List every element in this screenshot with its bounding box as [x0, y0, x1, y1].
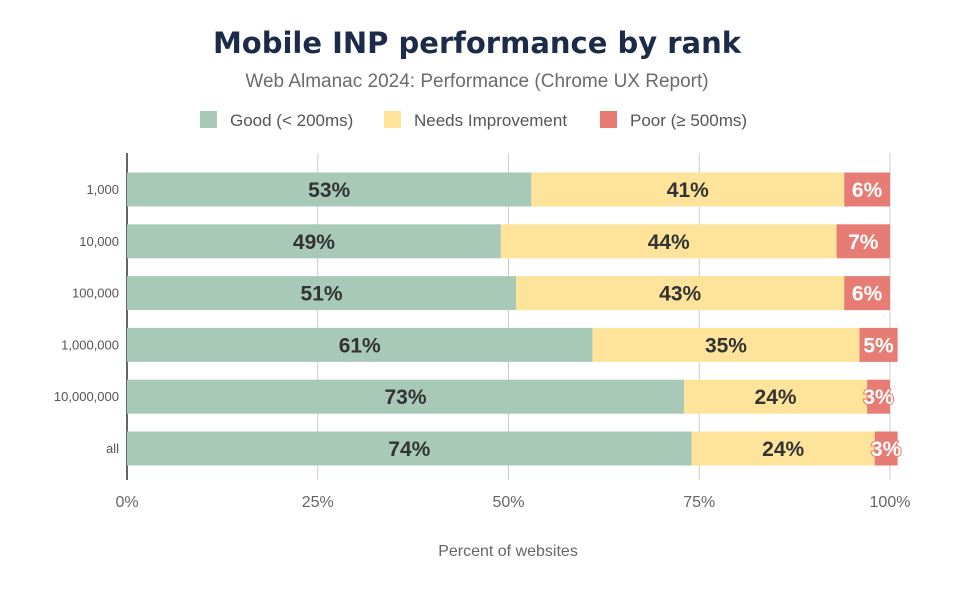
bar-1-0 [127, 224, 501, 259]
legend-label-2: Poor (≥ 500ms) [630, 111, 747, 130]
chart-subtitle: Web Almanac 2024: Performance (Chrome UX… [245, 71, 708, 92]
x-tick-3: 75% [683, 494, 715, 511]
category-label-0: 1,000 [86, 182, 119, 197]
bar-5-2 [874, 431, 898, 466]
x-axis-title: Percent of websites [438, 543, 578, 560]
bar-label-1-0: 49% [293, 231, 335, 254]
x-tick-labels: 0% 25% 50% 75% 100% [115, 494, 910, 511]
bar-label-2-2: 6% [852, 283, 883, 306]
bar-label-5-0: 74% [388, 438, 430, 461]
legend-swatch-2 [600, 111, 617, 128]
legend-swatch-1 [384, 111, 401, 128]
bar-4-2 [867, 379, 890, 414]
gridlines [126, 153, 891, 480]
bar-label-3-0: 61% [339, 334, 381, 357]
legend: Good (< 200ms) Needs Improvement Poor (≥ 5… [200, 111, 747, 130]
x-tick-4: 100% [870, 494, 911, 511]
bars: 53% 41% 6% 49% 44% 7% 51% 43% 6% 61% 35% 5% 73% 24% 3%… [127, 172, 903, 466]
bar-3-1 [592, 327, 860, 362]
bar-0-2 [844, 172, 890, 207]
bar-4-1 [683, 379, 868, 414]
bar-label-0-1: 41% [667, 179, 709, 202]
category-label-4: 10,000,000 [54, 389, 119, 404]
bar-label-1-1: 44% [648, 231, 690, 254]
bar-1-2 [836, 224, 890, 259]
category-label-2: 100,000 [72, 286, 119, 301]
bar-4-0 [127, 379, 684, 414]
bar-label-5-1: 24% [762, 438, 804, 461]
category-label-5: all [106, 441, 119, 456]
bar-label-2-0: 51% [301, 283, 343, 306]
bar-0-0 [127, 172, 532, 207]
bar-3-0 [127, 327, 593, 362]
bar-1-1 [500, 224, 837, 259]
legend-label-0: Good (< 200ms) [230, 111, 353, 130]
bar-label-3-2: 5% [863, 334, 894, 357]
legend-label-1: Needs Improvement [414, 111, 567, 130]
bar-label-4-1: 24% [755, 386, 797, 409]
bar-label-4-0: 73% [384, 386, 426, 409]
x-tick-0: 0% [115, 494, 138, 511]
x-tick-2: 50% [492, 494, 524, 511]
bar-5-0 [127, 431, 692, 466]
bar-label-3-1: 35% [705, 334, 747, 357]
bar-label-4-2: 3% [863, 386, 894, 409]
category-label-1: 10,000 [79, 234, 119, 249]
bar-5-1 [691, 431, 875, 466]
bar-label-1-2: 7% [848, 231, 879, 254]
bar-label-0-2: 6% [852, 179, 883, 202]
bar-2-2 [844, 276, 890, 311]
bar-label-0-0: 53% [308, 179, 350, 202]
legend-swatch-0 [200, 111, 217, 128]
category-labels: 1,000 10,000 100,000 1,000,000 10,000,000 all [54, 182, 119, 456]
chart-title: Mobile INP performance by rank [213, 26, 742, 60]
category-label-3: 1,000,000 [61, 337, 119, 352]
bar-3-2 [859, 327, 898, 362]
bar-2-1 [516, 276, 845, 311]
bar-label-2-1: 43% [659, 283, 701, 306]
bar-label-5-2: 3% [871, 438, 902, 461]
x-tick-1: 25% [302, 494, 334, 511]
bar-0-1 [531, 172, 845, 207]
bar-2-0 [127, 276, 517, 311]
